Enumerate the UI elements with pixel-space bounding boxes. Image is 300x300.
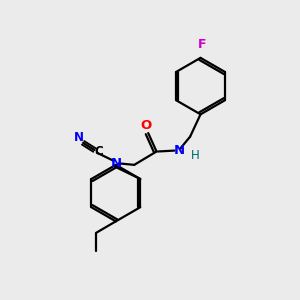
Text: N: N	[110, 157, 122, 170]
Text: C: C	[94, 145, 103, 158]
Text: F: F	[198, 38, 206, 51]
Text: O: O	[140, 119, 152, 132]
Text: H: H	[191, 149, 200, 162]
Text: N: N	[74, 131, 84, 144]
Text: N: N	[173, 143, 184, 157]
